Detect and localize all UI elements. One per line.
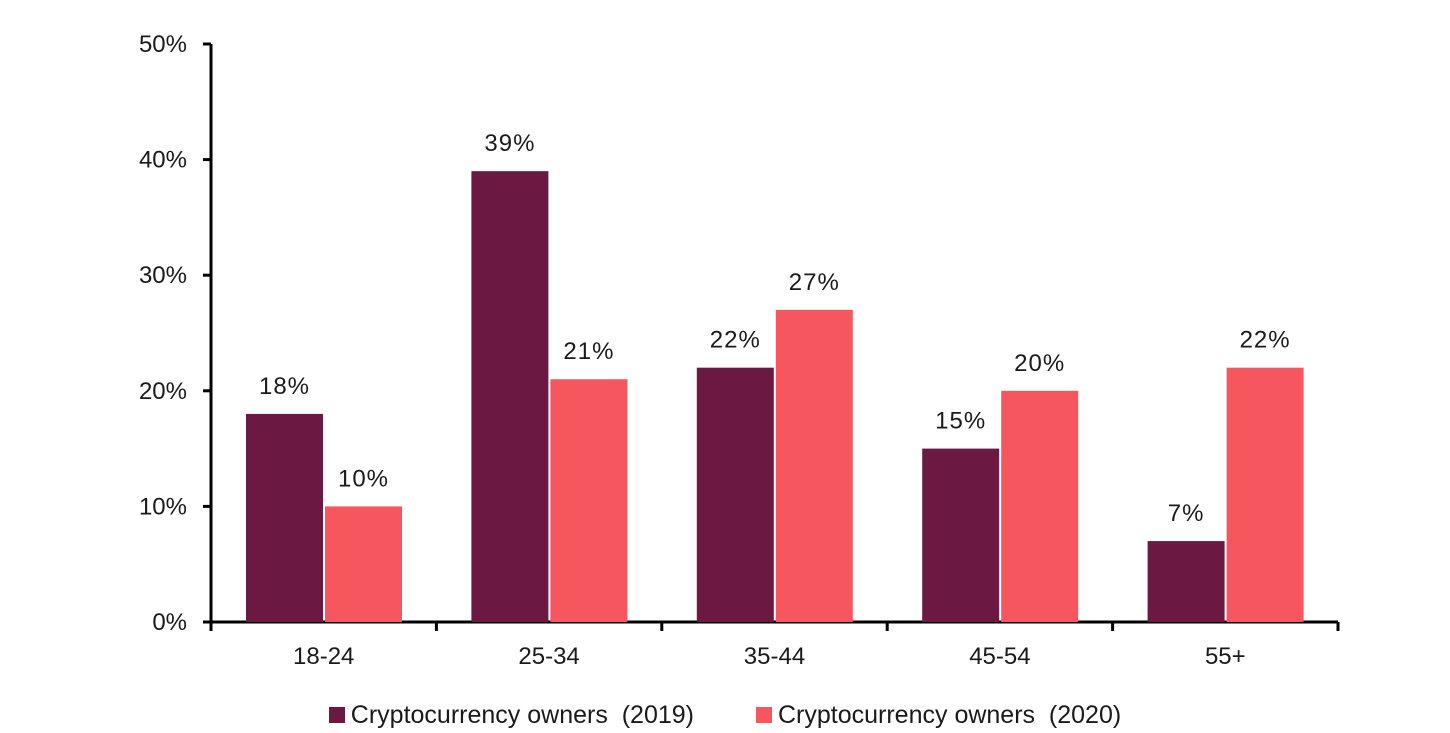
y-tick-label: 50% <box>139 31 187 58</box>
data-label: 7% <box>1168 500 1205 527</box>
y-axis: 0% 10% 20% 30% 40% 50% <box>139 31 213 636</box>
legend-item-2019: Cryptocurrency owners (2019) <box>328 700 694 730</box>
y-tick-label: 20% <box>139 378 187 405</box>
y-tick-label: 10% <box>139 493 187 520</box>
x-tick-label: 55+ <box>1205 643 1246 670</box>
data-label: 18% <box>259 373 310 400</box>
bar-2019 <box>471 171 549 622</box>
legend-item-2020: Cryptocurrency owners (2020) <box>756 701 1121 730</box>
data-label: 27% <box>789 269 840 296</box>
data-label: 15% <box>935 408 986 435</box>
legend-label-2019: Cryptocurrency owners (2019) <box>350 700 694 729</box>
data-label: 22% <box>710 327 761 354</box>
data-label: 22% <box>1240 327 1291 354</box>
data-label: 20% <box>1014 350 1065 377</box>
bar-2019 <box>922 448 1000 622</box>
legend-swatch-2019 <box>328 707 345 723</box>
y-tick-label: 0% <box>152 609 187 636</box>
legend: Cryptocurrency owners (2019) Cryptocurre… <box>0 698 1450 732</box>
x-tick-label: 25-34 <box>518 643 579 670</box>
data-label: 21% <box>563 338 614 365</box>
legend-swatch-2020 <box>756 707 772 723</box>
data-labels: 18% 39% 22% 15% 7% 10% 21% 27% 20% 22% <box>259 130 1291 527</box>
data-label: 10% <box>338 465 389 492</box>
x-tick-label: 35-44 <box>744 643 805 670</box>
bar-2020 <box>325 506 402 622</box>
x-tick-label: 45-54 <box>969 643 1030 670</box>
bars <box>246 171 1304 622</box>
x-tick-label: 18-24 <box>293 643 354 670</box>
x-axis: 18-24 25-34 35-44 45-54 55+ <box>209 620 1340 670</box>
bar-chart: 0% 10% 20% 30% 40% 50% 18-24 25-34 35-44 45-54 55… <box>139 31 1340 670</box>
bar-2019 <box>246 413 323 622</box>
legend-label-2020: Cryptocurrency owners (2020) <box>778 700 1122 729</box>
bar-2020 <box>1226 367 1304 622</box>
bar-2019 <box>696 367 774 622</box>
y-tick-label: 40% <box>139 147 187 174</box>
data-label: 39% <box>484 130 535 157</box>
bar-2019 <box>1147 541 1225 622</box>
bar-2020 <box>775 309 853 622</box>
bar-2020 <box>550 379 628 622</box>
bar-2020 <box>1001 390 1079 622</box>
y-tick-label: 30% <box>139 262 187 289</box>
